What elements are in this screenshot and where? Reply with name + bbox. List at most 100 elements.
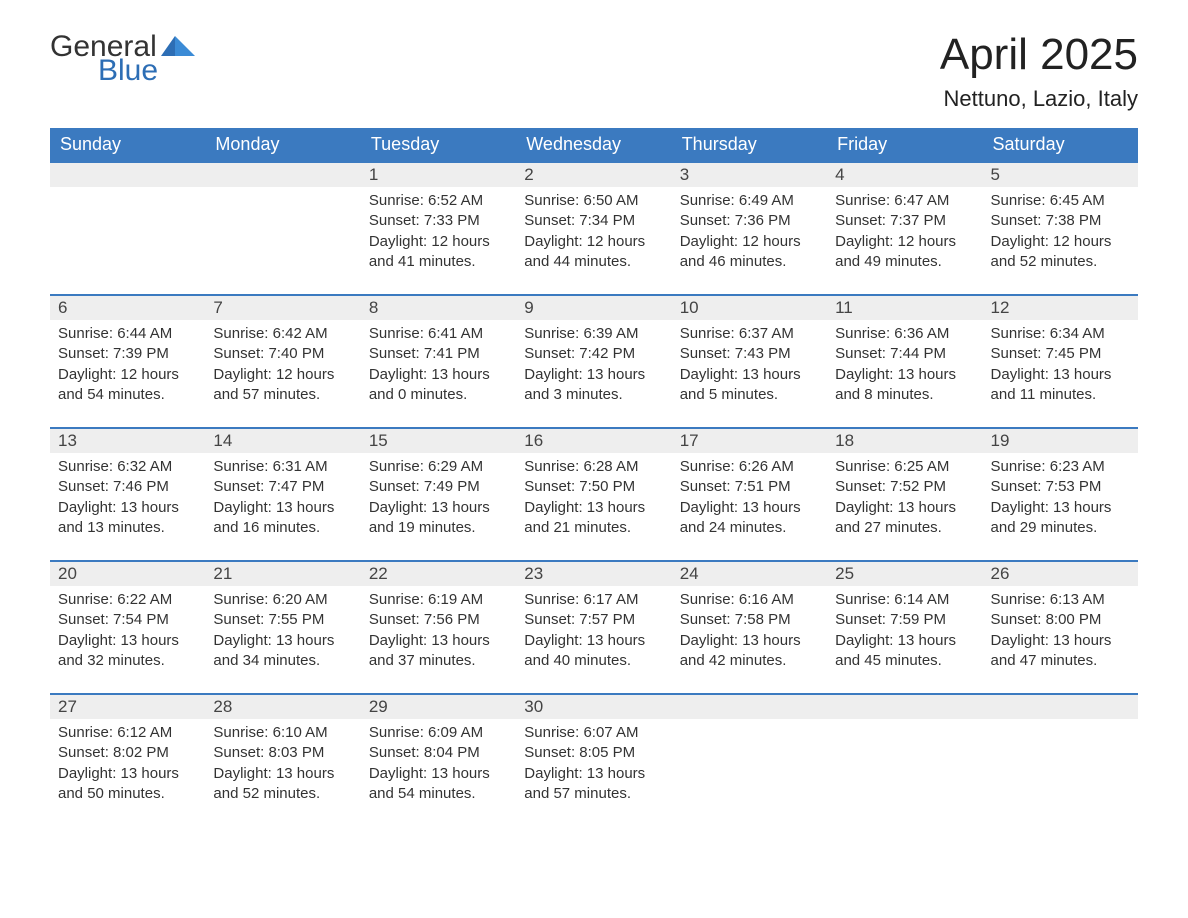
day-number: 30 xyxy=(516,693,671,719)
calendar-cell: 12Sunrise: 6:34 AMSunset: 7:45 PMDayligh… xyxy=(983,294,1138,427)
sunrise-text: Sunrise: 6:34 AM xyxy=(991,324,1130,344)
day-number: 5 xyxy=(983,161,1138,187)
daylight-line1: Daylight: 13 hours xyxy=(213,631,352,651)
daylight-line1: Daylight: 12 hours xyxy=(213,365,352,385)
sunrise-text: Sunrise: 6:36 AM xyxy=(835,324,974,344)
daylight-line2: and 45 minutes. xyxy=(835,651,974,671)
sunset-text: Sunset: 8:02 PM xyxy=(58,743,197,763)
calendar-cell: 23Sunrise: 6:17 AMSunset: 7:57 PMDayligh… xyxy=(516,560,671,693)
calendar-cell: 22Sunrise: 6:19 AMSunset: 7:56 PMDayligh… xyxy=(361,560,516,693)
sunrise-text: Sunrise: 6:49 AM xyxy=(680,191,819,211)
day-number-bar-empty xyxy=(50,161,205,187)
day-body: Sunrise: 6:07 AMSunset: 8:05 PMDaylight:… xyxy=(516,719,671,804)
sunrise-text: Sunrise: 6:31 AM xyxy=(213,457,352,477)
calendar-week: 13Sunrise: 6:32 AMSunset: 7:46 PMDayligh… xyxy=(50,427,1138,560)
daylight-line1: Daylight: 13 hours xyxy=(835,365,974,385)
calendar-cell: 30Sunrise: 6:07 AMSunset: 8:05 PMDayligh… xyxy=(516,693,671,826)
daylight-line1: Daylight: 13 hours xyxy=(369,764,508,784)
calendar-cell xyxy=(50,161,205,294)
sunset-text: Sunset: 7:56 PM xyxy=(369,610,508,630)
dayheader-sunday: Sunday xyxy=(50,128,205,161)
day-body: Sunrise: 6:52 AMSunset: 7:33 PMDaylight:… xyxy=(361,187,516,272)
daylight-line1: Daylight: 12 hours xyxy=(835,232,974,252)
sunrise-text: Sunrise: 6:20 AM xyxy=(213,590,352,610)
calendar-cell: 6Sunrise: 6:44 AMSunset: 7:39 PMDaylight… xyxy=(50,294,205,427)
daylight-line2: and 13 minutes. xyxy=(58,518,197,538)
daylight-line1: Daylight: 12 hours xyxy=(369,232,508,252)
day-number: 10 xyxy=(672,294,827,320)
daylight-line1: Daylight: 13 hours xyxy=(680,498,819,518)
calendar-cell: 20Sunrise: 6:22 AMSunset: 7:54 PMDayligh… xyxy=(50,560,205,693)
sunset-text: Sunset: 7:43 PM xyxy=(680,344,819,364)
day-number: 22 xyxy=(361,560,516,586)
daylight-line1: Daylight: 13 hours xyxy=(58,631,197,651)
daylight-line1: Daylight: 13 hours xyxy=(524,764,663,784)
calendar-week: 20Sunrise: 6:22 AMSunset: 7:54 PMDayligh… xyxy=(50,560,1138,693)
sunrise-text: Sunrise: 6:29 AM xyxy=(369,457,508,477)
sunset-text: Sunset: 7:57 PM xyxy=(524,610,663,630)
daylight-line2: and 42 minutes. xyxy=(680,651,819,671)
daylight-line2: and 32 minutes. xyxy=(58,651,197,671)
sunset-text: Sunset: 7:37 PM xyxy=(835,211,974,231)
daylight-line2: and 16 minutes. xyxy=(213,518,352,538)
daylight-line1: Daylight: 13 hours xyxy=(835,498,974,518)
daylight-line2: and 52 minutes. xyxy=(213,784,352,804)
day-body: Sunrise: 6:16 AMSunset: 7:58 PMDaylight:… xyxy=(672,586,827,671)
calendar-cell: 17Sunrise: 6:26 AMSunset: 7:51 PMDayligh… xyxy=(672,427,827,560)
calendar-cell: 11Sunrise: 6:36 AMSunset: 7:44 PMDayligh… xyxy=(827,294,982,427)
daylight-line1: Daylight: 13 hours xyxy=(58,764,197,784)
daylight-line1: Daylight: 13 hours xyxy=(524,365,663,385)
daylight-line2: and 0 minutes. xyxy=(369,385,508,405)
sunset-text: Sunset: 7:58 PM xyxy=(680,610,819,630)
logo-mark-icon xyxy=(161,32,195,61)
day-number: 29 xyxy=(361,693,516,719)
daylight-line2: and 47 minutes. xyxy=(991,651,1130,671)
daylight-line1: Daylight: 13 hours xyxy=(680,631,819,651)
day-body: Sunrise: 6:22 AMSunset: 7:54 PMDaylight:… xyxy=(50,586,205,671)
daylight-line2: and 19 minutes. xyxy=(369,518,508,538)
day-body: Sunrise: 6:20 AMSunset: 7:55 PMDaylight:… xyxy=(205,586,360,671)
sunrise-text: Sunrise: 6:23 AM xyxy=(991,457,1130,477)
day-body: Sunrise: 6:37 AMSunset: 7:43 PMDaylight:… xyxy=(672,320,827,405)
calendar-cell: 7Sunrise: 6:42 AMSunset: 7:40 PMDaylight… xyxy=(205,294,360,427)
sunrise-text: Sunrise: 6:12 AM xyxy=(58,723,197,743)
day-body: Sunrise: 6:13 AMSunset: 8:00 PMDaylight:… xyxy=(983,586,1138,671)
daylight-line1: Daylight: 13 hours xyxy=(991,631,1130,651)
day-body: Sunrise: 6:28 AMSunset: 7:50 PMDaylight:… xyxy=(516,453,671,538)
sunset-text: Sunset: 7:39 PM xyxy=(58,344,197,364)
daylight-line1: Daylight: 13 hours xyxy=(991,365,1130,385)
day-body: Sunrise: 6:25 AMSunset: 7:52 PMDaylight:… xyxy=(827,453,982,538)
sunrise-text: Sunrise: 6:32 AM xyxy=(58,457,197,477)
calendar-cell: 5Sunrise: 6:45 AMSunset: 7:38 PMDaylight… xyxy=(983,161,1138,294)
day-body: Sunrise: 6:45 AMSunset: 7:38 PMDaylight:… xyxy=(983,187,1138,272)
sunrise-text: Sunrise: 6:09 AM xyxy=(369,723,508,743)
daylight-line1: Daylight: 13 hours xyxy=(213,498,352,518)
day-body: Sunrise: 6:14 AMSunset: 7:59 PMDaylight:… xyxy=(827,586,982,671)
sunrise-text: Sunrise: 6:44 AM xyxy=(58,324,197,344)
sunrise-text: Sunrise: 6:10 AM xyxy=(213,723,352,743)
calendar-cell: 8Sunrise: 6:41 AMSunset: 7:41 PMDaylight… xyxy=(361,294,516,427)
sunset-text: Sunset: 8:03 PM xyxy=(213,743,352,763)
calendar-cell: 1Sunrise: 6:52 AMSunset: 7:33 PMDaylight… xyxy=(361,161,516,294)
day-body: Sunrise: 6:26 AMSunset: 7:51 PMDaylight:… xyxy=(672,453,827,538)
day-body: Sunrise: 6:17 AMSunset: 7:57 PMDaylight:… xyxy=(516,586,671,671)
daylight-line2: and 54 minutes. xyxy=(58,385,197,405)
sunset-text: Sunset: 7:47 PM xyxy=(213,477,352,497)
day-number: 9 xyxy=(516,294,671,320)
day-number: 26 xyxy=(983,560,1138,586)
sunrise-text: Sunrise: 6:37 AM xyxy=(680,324,819,344)
day-body: Sunrise: 6:31 AMSunset: 7:47 PMDaylight:… xyxy=(205,453,360,538)
day-body: Sunrise: 6:39 AMSunset: 7:42 PMDaylight:… xyxy=(516,320,671,405)
day-body: Sunrise: 6:44 AMSunset: 7:39 PMDaylight:… xyxy=(50,320,205,405)
calendar-cell: 14Sunrise: 6:31 AMSunset: 7:47 PMDayligh… xyxy=(205,427,360,560)
dayheader-monday: Monday xyxy=(205,128,360,161)
daylight-line1: Daylight: 13 hours xyxy=(213,764,352,784)
day-body: Sunrise: 6:50 AMSunset: 7:34 PMDaylight:… xyxy=(516,187,671,272)
daylight-line2: and 8 minutes. xyxy=(835,385,974,405)
sunrise-text: Sunrise: 6:07 AM xyxy=(524,723,663,743)
daylight-line1: Daylight: 13 hours xyxy=(524,631,663,651)
sunrise-text: Sunrise: 6:25 AM xyxy=(835,457,974,477)
day-number: 12 xyxy=(983,294,1138,320)
sunrise-text: Sunrise: 6:52 AM xyxy=(369,191,508,211)
sunset-text: Sunset: 7:52 PM xyxy=(835,477,974,497)
